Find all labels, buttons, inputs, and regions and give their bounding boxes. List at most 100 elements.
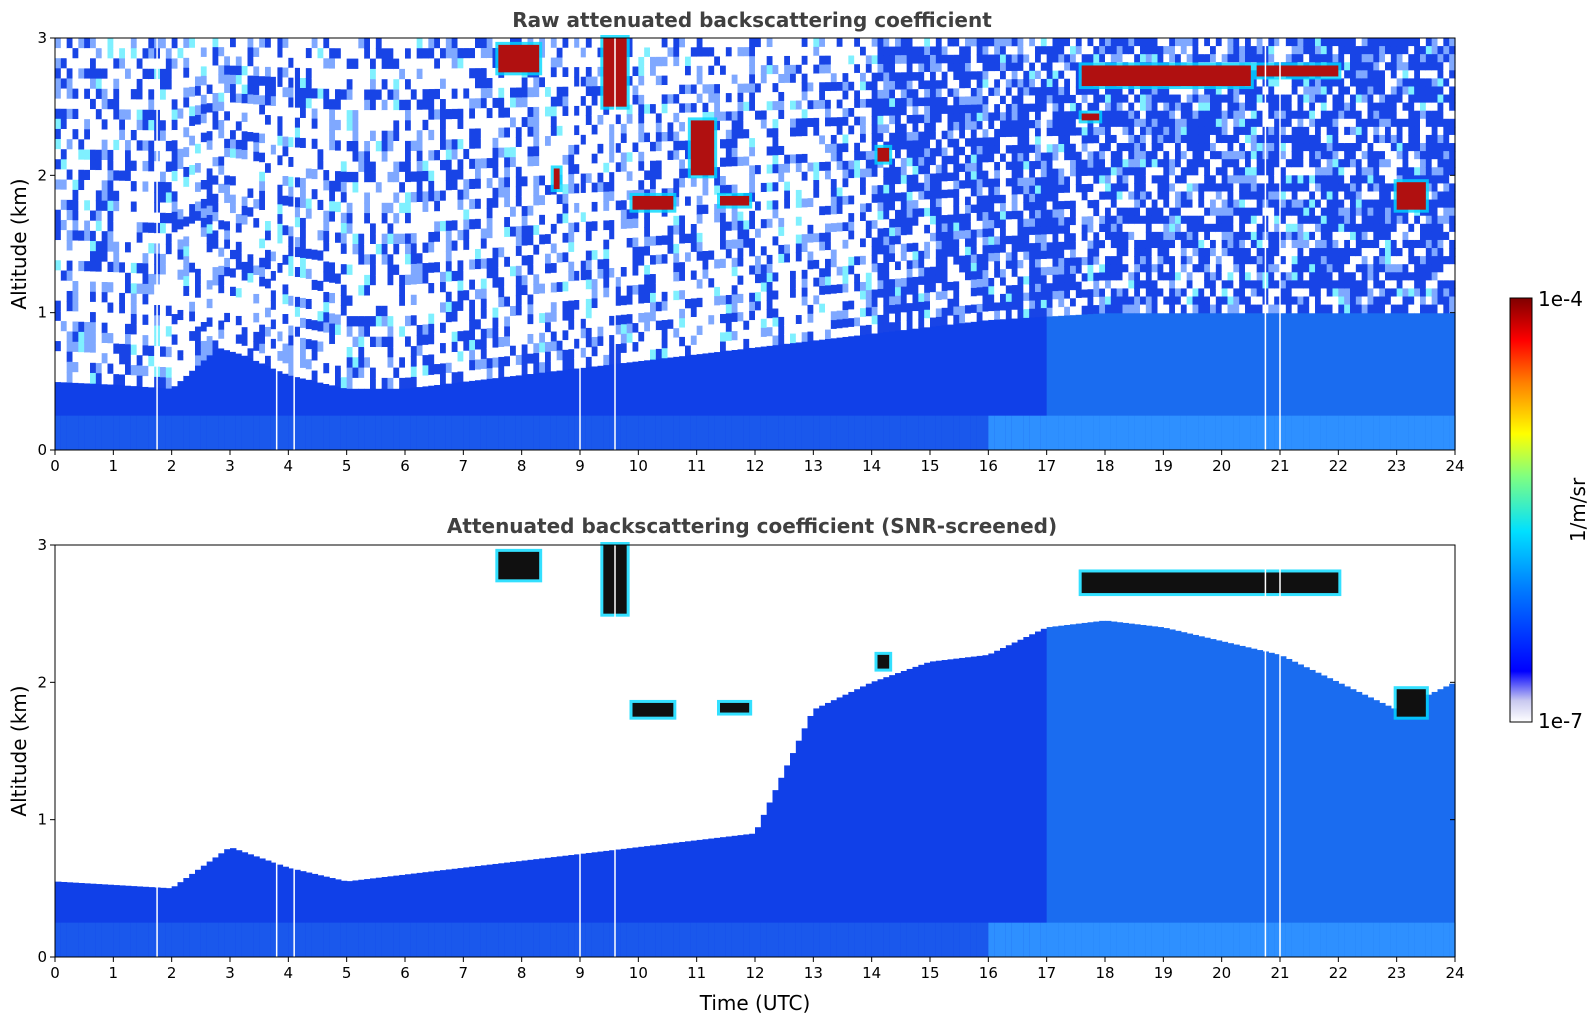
heatmap-cell <box>725 93 733 103</box>
heatmap-cell <box>562 359 569 370</box>
heatmap-cell <box>539 165 546 177</box>
heatmap-cell <box>737 83 744 94</box>
heatmap-cell <box>265 192 272 203</box>
heatmap-cell <box>492 277 499 289</box>
heatmap-cell <box>381 38 389 49</box>
heatmap-cell <box>393 120 400 132</box>
heatmap-cell <box>550 341 558 352</box>
heatmap-cell <box>766 173 774 184</box>
heatmap-cell <box>486 178 494 189</box>
heatmap-cell <box>130 365 138 376</box>
heatmap-cell <box>556 38 564 49</box>
heatmap-cell <box>177 68 184 79</box>
heatmap-cell <box>160 325 167 337</box>
heatmap-cell <box>387 254 394 266</box>
heatmap-cell <box>632 218 639 229</box>
heatmap-cell <box>195 278 202 289</box>
heatmap-cell <box>177 340 184 351</box>
heatmap-cell <box>661 132 669 143</box>
heatmap-cell <box>580 76 587 88</box>
heatmap-cell <box>136 242 144 254</box>
heatmap-cell <box>807 144 814 155</box>
heatmap-cell <box>533 205 540 216</box>
heatmap-cell <box>265 317 272 328</box>
heatmap-cell <box>807 233 814 244</box>
heatmap-cell <box>667 94 674 105</box>
heatmap-cell <box>352 58 359 70</box>
heatmap-cell <box>854 142 861 153</box>
heatmap-cell <box>195 220 202 231</box>
heatmap-cell <box>620 114 628 125</box>
heatmap-cell <box>107 99 114 110</box>
heatmap-cell <box>311 279 319 291</box>
heatmap-cell <box>486 218 494 229</box>
heatmap-cell <box>125 180 132 192</box>
heatmap-cell <box>434 190 441 202</box>
heatmap-cell <box>790 235 797 245</box>
heatmap-cell <box>521 295 529 306</box>
heatmap-cell <box>498 307 505 318</box>
heatmap-cell <box>393 274 400 286</box>
heatmap-cell <box>171 211 179 223</box>
heatmap-cell <box>492 167 499 179</box>
heatmap-cell <box>515 364 523 376</box>
heatmap-cell <box>253 303 260 314</box>
heatmap-cell <box>790 46 797 57</box>
heatmap-cell <box>795 306 803 316</box>
heatmap-cell <box>451 88 459 100</box>
heatmap-cell <box>130 324 138 336</box>
heatmap-cell <box>329 129 336 141</box>
heatmap-cell <box>381 357 389 369</box>
heatmap-cell <box>795 145 803 155</box>
heatmap-cell <box>475 269 482 280</box>
heatmap-cell <box>585 124 593 136</box>
heatmap-cell <box>165 377 173 389</box>
heatmap-cell <box>591 163 599 174</box>
heatmap-cell <box>825 46 832 57</box>
heatmap-cell <box>451 119 459 130</box>
heatmap-cell <box>749 238 756 248</box>
heatmap-column <box>690 415 698 450</box>
heatmap-cell <box>819 312 826 322</box>
heatmap-cell <box>574 338 581 350</box>
heatmap-cell <box>545 224 552 235</box>
heatmap-cell <box>352 99 359 111</box>
heatmap-cell <box>364 377 371 389</box>
heatmap-cell <box>591 336 599 348</box>
heatmap-cell <box>107 210 114 222</box>
heatmap-cell <box>638 85 645 96</box>
heatmap-cell <box>533 353 540 364</box>
heatmap-cell <box>603 239 610 250</box>
heatmap-cell <box>224 312 231 323</box>
heatmap-cell <box>428 180 435 192</box>
heatmap-cell <box>702 75 709 85</box>
heatmap-cell <box>136 109 144 121</box>
heatmap-cell <box>545 106 552 118</box>
heatmap-cell <box>405 171 412 183</box>
heatmap-cell <box>795 109 803 120</box>
heatmap-cell <box>638 275 645 286</box>
heatmap-cell <box>807 269 814 279</box>
heatmap-cell <box>247 103 254 114</box>
heatmap-cell <box>148 284 155 296</box>
heatmap-cell <box>78 362 85 374</box>
heatmap-cell <box>760 291 768 302</box>
heatmap-cell <box>177 199 184 210</box>
heatmap-cell <box>860 64 867 74</box>
heatmap-cell <box>469 189 476 200</box>
heatmap-cell <box>772 200 779 210</box>
heatmap-cell <box>813 304 820 314</box>
heatmap-cell <box>358 99 365 111</box>
heatmap-cell <box>101 373 109 385</box>
heatmap-cell <box>679 112 686 123</box>
heatmap-cell <box>731 340 739 351</box>
heatmap-cell <box>749 119 756 130</box>
heatmap-cell <box>632 152 639 163</box>
heatmap-cell <box>265 134 272 145</box>
heatmap-cell <box>679 56 686 67</box>
heatmap-cell <box>626 57 634 68</box>
heatmap-cell <box>265 66 272 78</box>
heatmap-cell <box>451 321 459 333</box>
heatmap-cell <box>650 170 657 181</box>
heatmap-cell <box>84 321 91 333</box>
